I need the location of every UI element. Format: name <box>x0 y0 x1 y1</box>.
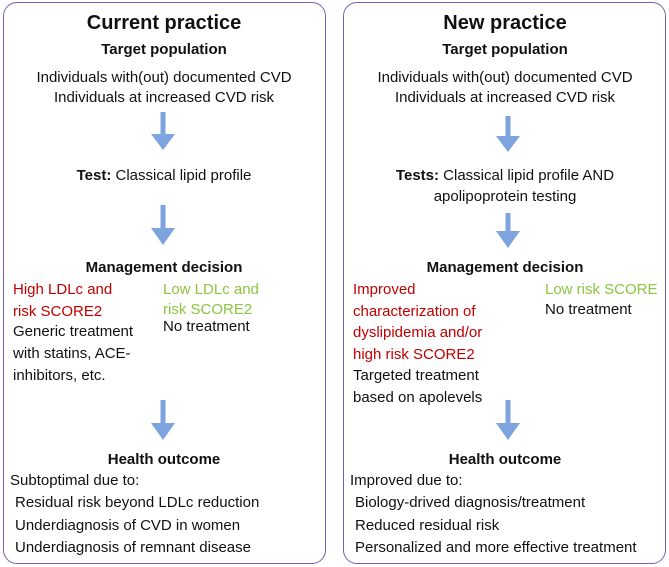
test-line: Tests: Classical lipid profile AND <box>396 166 614 186</box>
panel-box <box>343 2 666 564</box>
low-risk-label: risk SCORE2 <box>163 301 253 318</box>
test-label: Tests: <box>395 167 439 184</box>
section-heading: Target population <box>101 41 227 58</box>
test-label: Test: <box>76 167 112 184</box>
high-risk-label: risk SCORE2 <box>13 302 103 320</box>
test-text: Classical lipid profile <box>115 167 252 184</box>
section-heading: Health outcome <box>448 451 562 468</box>
high-risk-label: characterization of <box>353 302 476 320</box>
high-risk-action: Targeted treatment <box>353 367 479 384</box>
section-heading: Health outcome <box>107 451 221 468</box>
panel-title: Current practice <box>86 12 242 34</box>
low-risk-label: Low LDLc and <box>163 281 259 298</box>
section-heading: Management decision <box>426 259 584 276</box>
high-risk-action: based on apolevels <box>353 389 483 406</box>
outcome-item: Residual risk beyond LDLc reduction <box>15 494 260 511</box>
panel-box <box>3 2 326 564</box>
outcome-item: Underdiagnosis of remnant disease <box>15 539 251 556</box>
high-risk-label: Improved <box>353 281 416 298</box>
test-line: Test: Classical lipid profile <box>77 166 252 186</box>
section-heading: Target population <box>442 41 568 58</box>
outcome-intro: Subtoptimal due to: <box>10 472 140 489</box>
high-risk-label: dyslipidemia and/or <box>353 324 483 341</box>
outcome-item: Underdiagnosis of CVD in women <box>15 516 241 534</box>
high-risk-action: Generic treatment <box>13 323 134 340</box>
target-line: Individuals at increased CVD risk <box>53 89 275 106</box>
high-risk-label: High LDLc and <box>13 281 113 298</box>
low-risk-action: No treatment <box>545 301 632 318</box>
high-risk-action: inhibitors, etc. <box>13 367 106 384</box>
low-risk-label: Low risk SCORE <box>545 281 658 298</box>
panel-title: New practice <box>443 12 567 34</box>
high-risk-label: high risk SCORE2 <box>353 345 475 363</box>
target-line: Individuals at increased CVD risk <box>394 89 616 106</box>
low-risk-action: No treatment <box>163 318 250 335</box>
outcome-item: Personalized and more effective treatmen… <box>355 539 637 556</box>
test-text: apolipoprotein testing <box>433 188 577 205</box>
outcome-item: Biology-drived diagnosis/treatment <box>355 494 586 511</box>
test-text: Classical lipid profile AND <box>443 167 615 184</box>
outcome-intro: Improved due to: <box>350 472 463 489</box>
target-line: Individuals with(out) documented CVD <box>36 69 292 86</box>
outcome-item: Reduced residual risk <box>355 516 500 534</box>
target-line: Individuals with(out) documented CVD <box>377 69 633 86</box>
high-risk-action: with statins, ACE- <box>13 345 131 362</box>
section-heading: Management decision <box>85 259 243 276</box>
